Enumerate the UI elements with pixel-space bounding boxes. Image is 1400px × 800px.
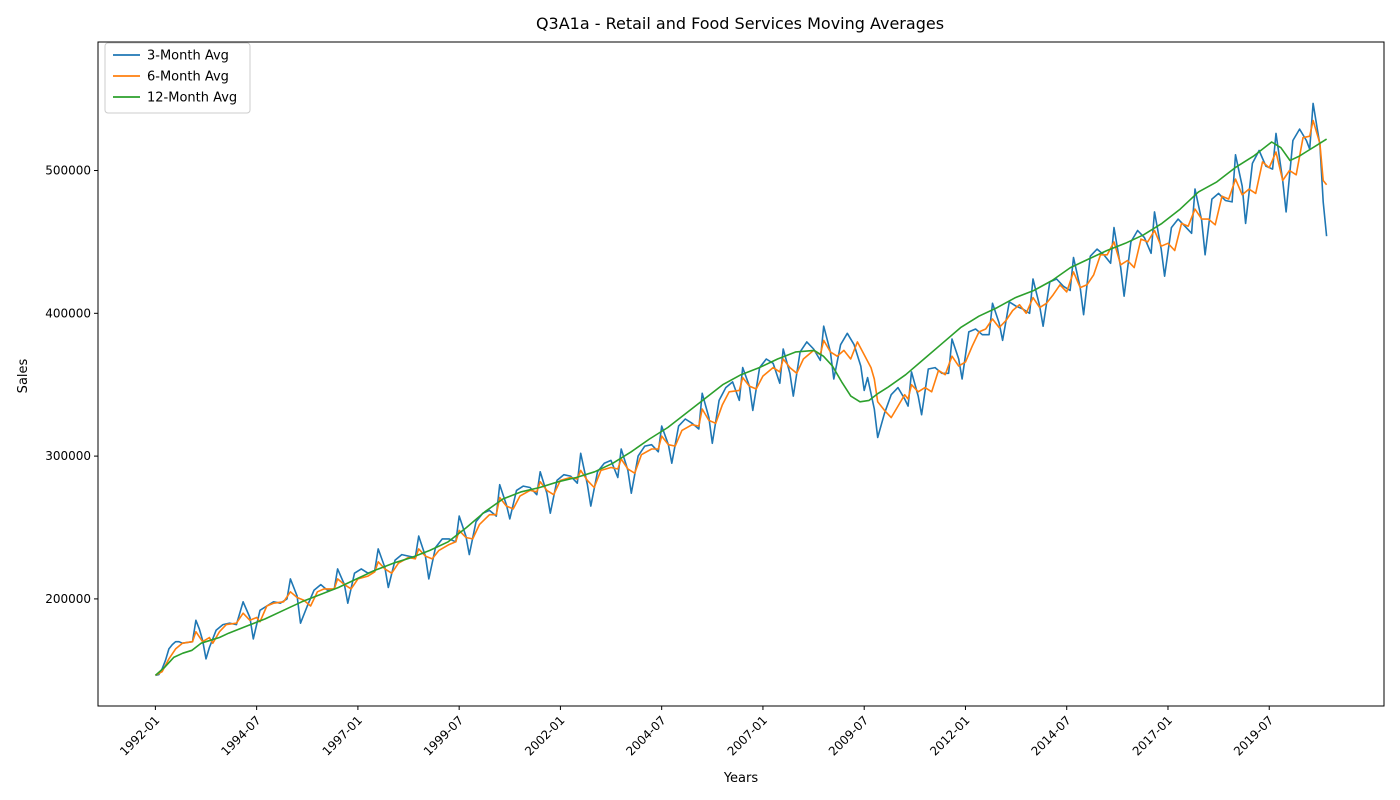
x-tick-label: 1992-01 — [117, 713, 162, 758]
y-tick-label: 300000 — [45, 449, 91, 463]
x-tick-label: 1999-07 — [421, 713, 466, 758]
y-tick-label: 400000 — [45, 306, 91, 320]
legend-box — [104, 42, 251, 114]
x-tick-label: 2019-07 — [1231, 713, 1276, 758]
x-tick-label: 2014-07 — [1028, 713, 1073, 758]
x-tick-label: 2004-07 — [623, 713, 668, 758]
legend-label: 3-Month Avg — [147, 49, 229, 64]
y-tick-label: 500000 — [45, 164, 91, 178]
x-tick-label: 2007-01 — [725, 713, 770, 758]
x-tick-label: 1994-07 — [218, 713, 263, 758]
series-line-3-month-avg — [155, 102, 1328, 677]
y-tick-label: 200000 — [45, 592, 91, 606]
x-axis: 1992-01 1994-07 1997-01 1999-07 2002-01 2004-… — [117, 706, 1276, 759]
series-line-12-month-avg — [154, 138, 1328, 676]
x-tick-label: 2002-01 — [522, 713, 567, 758]
chart-title: Q3A1a - Retail and Food Services Moving … — [536, 14, 944, 33]
x-tick-label: 2009-07 — [826, 713, 871, 758]
x-tick-label: 1997-01 — [320, 713, 365, 758]
series-line-6-month-avg — [155, 119, 1328, 677]
legend: 3-Month Avg 6-Month Avg 12-Month Avg — [104, 42, 251, 114]
y-axis: 200000 300000 400000 500000 — [45, 164, 98, 606]
legend-label: 12-Month Avg — [147, 91, 237, 106]
plot-area — [97, 41, 1385, 707]
x-tick-label: 2017-01 — [1130, 713, 1175, 758]
x-axis-label: Years — [723, 771, 759, 786]
x-tick-label: 2012-01 — [927, 713, 972, 758]
y-axis-label: Sales — [16, 358, 31, 393]
legend-label: 6-Month Avg — [147, 70, 229, 85]
plot-frame — [97, 41, 1385, 707]
